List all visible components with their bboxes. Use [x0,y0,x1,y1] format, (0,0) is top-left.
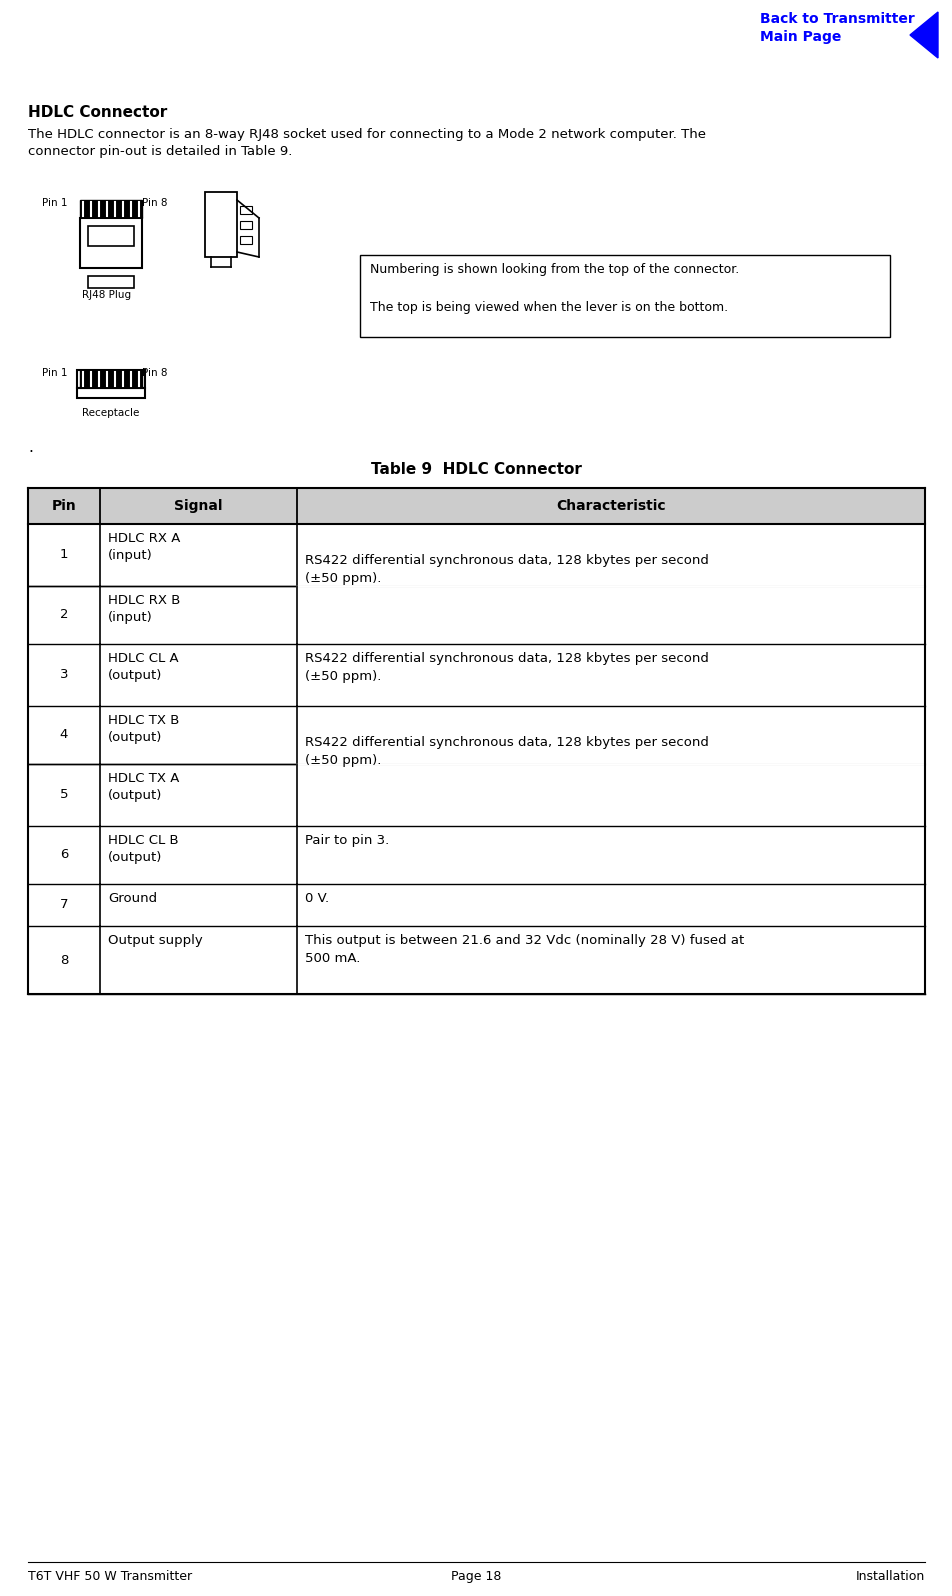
Bar [28,827,924,884]
Text: 6: 6 [60,849,68,862]
Text: Back to Transmitter
Main Page: Back to Transmitter Main Page [759,13,914,45]
Text: Pin 1: Pin 1 [42,198,68,207]
Text: The top is being viewed when the lever is on the bottom.: The top is being viewed when the lever i… [369,302,727,314]
Bar [240,236,251,244]
Bar [77,388,145,397]
Text: Pin 8: Pin 8 [142,198,168,207]
Text: HDLC TX A
(output): HDLC TX A (output) [108,772,179,803]
Text: 2: 2 [60,608,68,621]
Bar [240,220,251,228]
Text: RS422 differential synchronous data, 128 kbytes per second
(±50 ppm).: RS422 differential synchronous data, 128… [305,554,708,586]
Text: HDLC TX B
(output): HDLC TX B (output) [108,713,179,744]
Text: Characteristic: Characteristic [556,500,665,512]
Polygon shape [909,13,937,57]
Bar [77,370,145,388]
Text: The HDLC connector is an 8-way RJ48 socket used for connecting to a Mode 2 netwo: The HDLC connector is an 8-way RJ48 sock… [28,128,705,158]
Text: Numbering is shown looking from the top of the connector.: Numbering is shown looking from the top … [369,263,739,276]
Text: 8: 8 [60,953,68,967]
Text: Signal: Signal [174,500,223,512]
Bar [28,586,924,645]
Text: Output supply: Output supply [108,934,202,946]
Bar [28,884,924,926]
Text: Page 18: Page 18 [450,1570,501,1583]
Bar [28,523,924,586]
Text: 3: 3 [60,669,68,681]
Text: T6T VHF 50 W Transmitter: T6T VHF 50 W Transmitter [28,1570,192,1583]
Bar [28,488,924,523]
Text: RJ48 Plug: RJ48 Plug [82,290,131,300]
Text: RS422 differential synchronous data, 128 kbytes per second
(±50 ppm).: RS422 differential synchronous data, 128… [305,653,708,683]
Bar [80,219,142,268]
Text: .: . [28,440,32,455]
Text: HDLC CL A
(output): HDLC CL A (output) [108,653,178,681]
Bar [28,764,924,827]
Bar [28,645,924,705]
Text: Pin 1: Pin 1 [42,369,68,378]
Text: Table 9  HDLC Connector: Table 9 HDLC Connector [370,461,581,477]
Text: Pin 8: Pin 8 [142,369,168,378]
Bar [80,370,142,388]
Text: RS422 differential synchronous data, 128 kbytes per second
(±50 ppm).: RS422 differential synchronous data, 128… [305,736,708,768]
Bar [240,206,251,214]
Text: 5: 5 [60,788,68,801]
Text: Ground: Ground [108,892,157,905]
Text: Installation: Installation [855,1570,924,1583]
Text: 7: 7 [60,899,68,911]
Bar [28,926,924,994]
Text: 0 V.: 0 V. [305,892,328,905]
Text: This output is between 21.6 and 32 Vdc (nominally 28 V) fused at
500 mA.: This output is between 21.6 and 32 Vdc (… [305,934,744,966]
Bar [80,200,142,219]
Text: HDLC RX A
(input): HDLC RX A (input) [108,531,180,562]
Bar [360,255,889,337]
Text: Pin: Pin [51,500,76,512]
Text: Receptacle: Receptacle [82,409,139,418]
Text: Pair to pin 3.: Pair to pin 3. [305,835,389,847]
Text: HDLC CL B
(output): HDLC CL B (output) [108,835,178,863]
Bar [28,705,924,764]
Bar [88,276,134,287]
Text: HDLC Connector: HDLC Connector [28,105,167,120]
Bar [88,227,134,246]
Bar [205,192,237,257]
Text: 1: 1 [60,549,68,562]
Text: 4: 4 [60,728,68,742]
Text: HDLC RX B
(input): HDLC RX B (input) [108,594,180,624]
